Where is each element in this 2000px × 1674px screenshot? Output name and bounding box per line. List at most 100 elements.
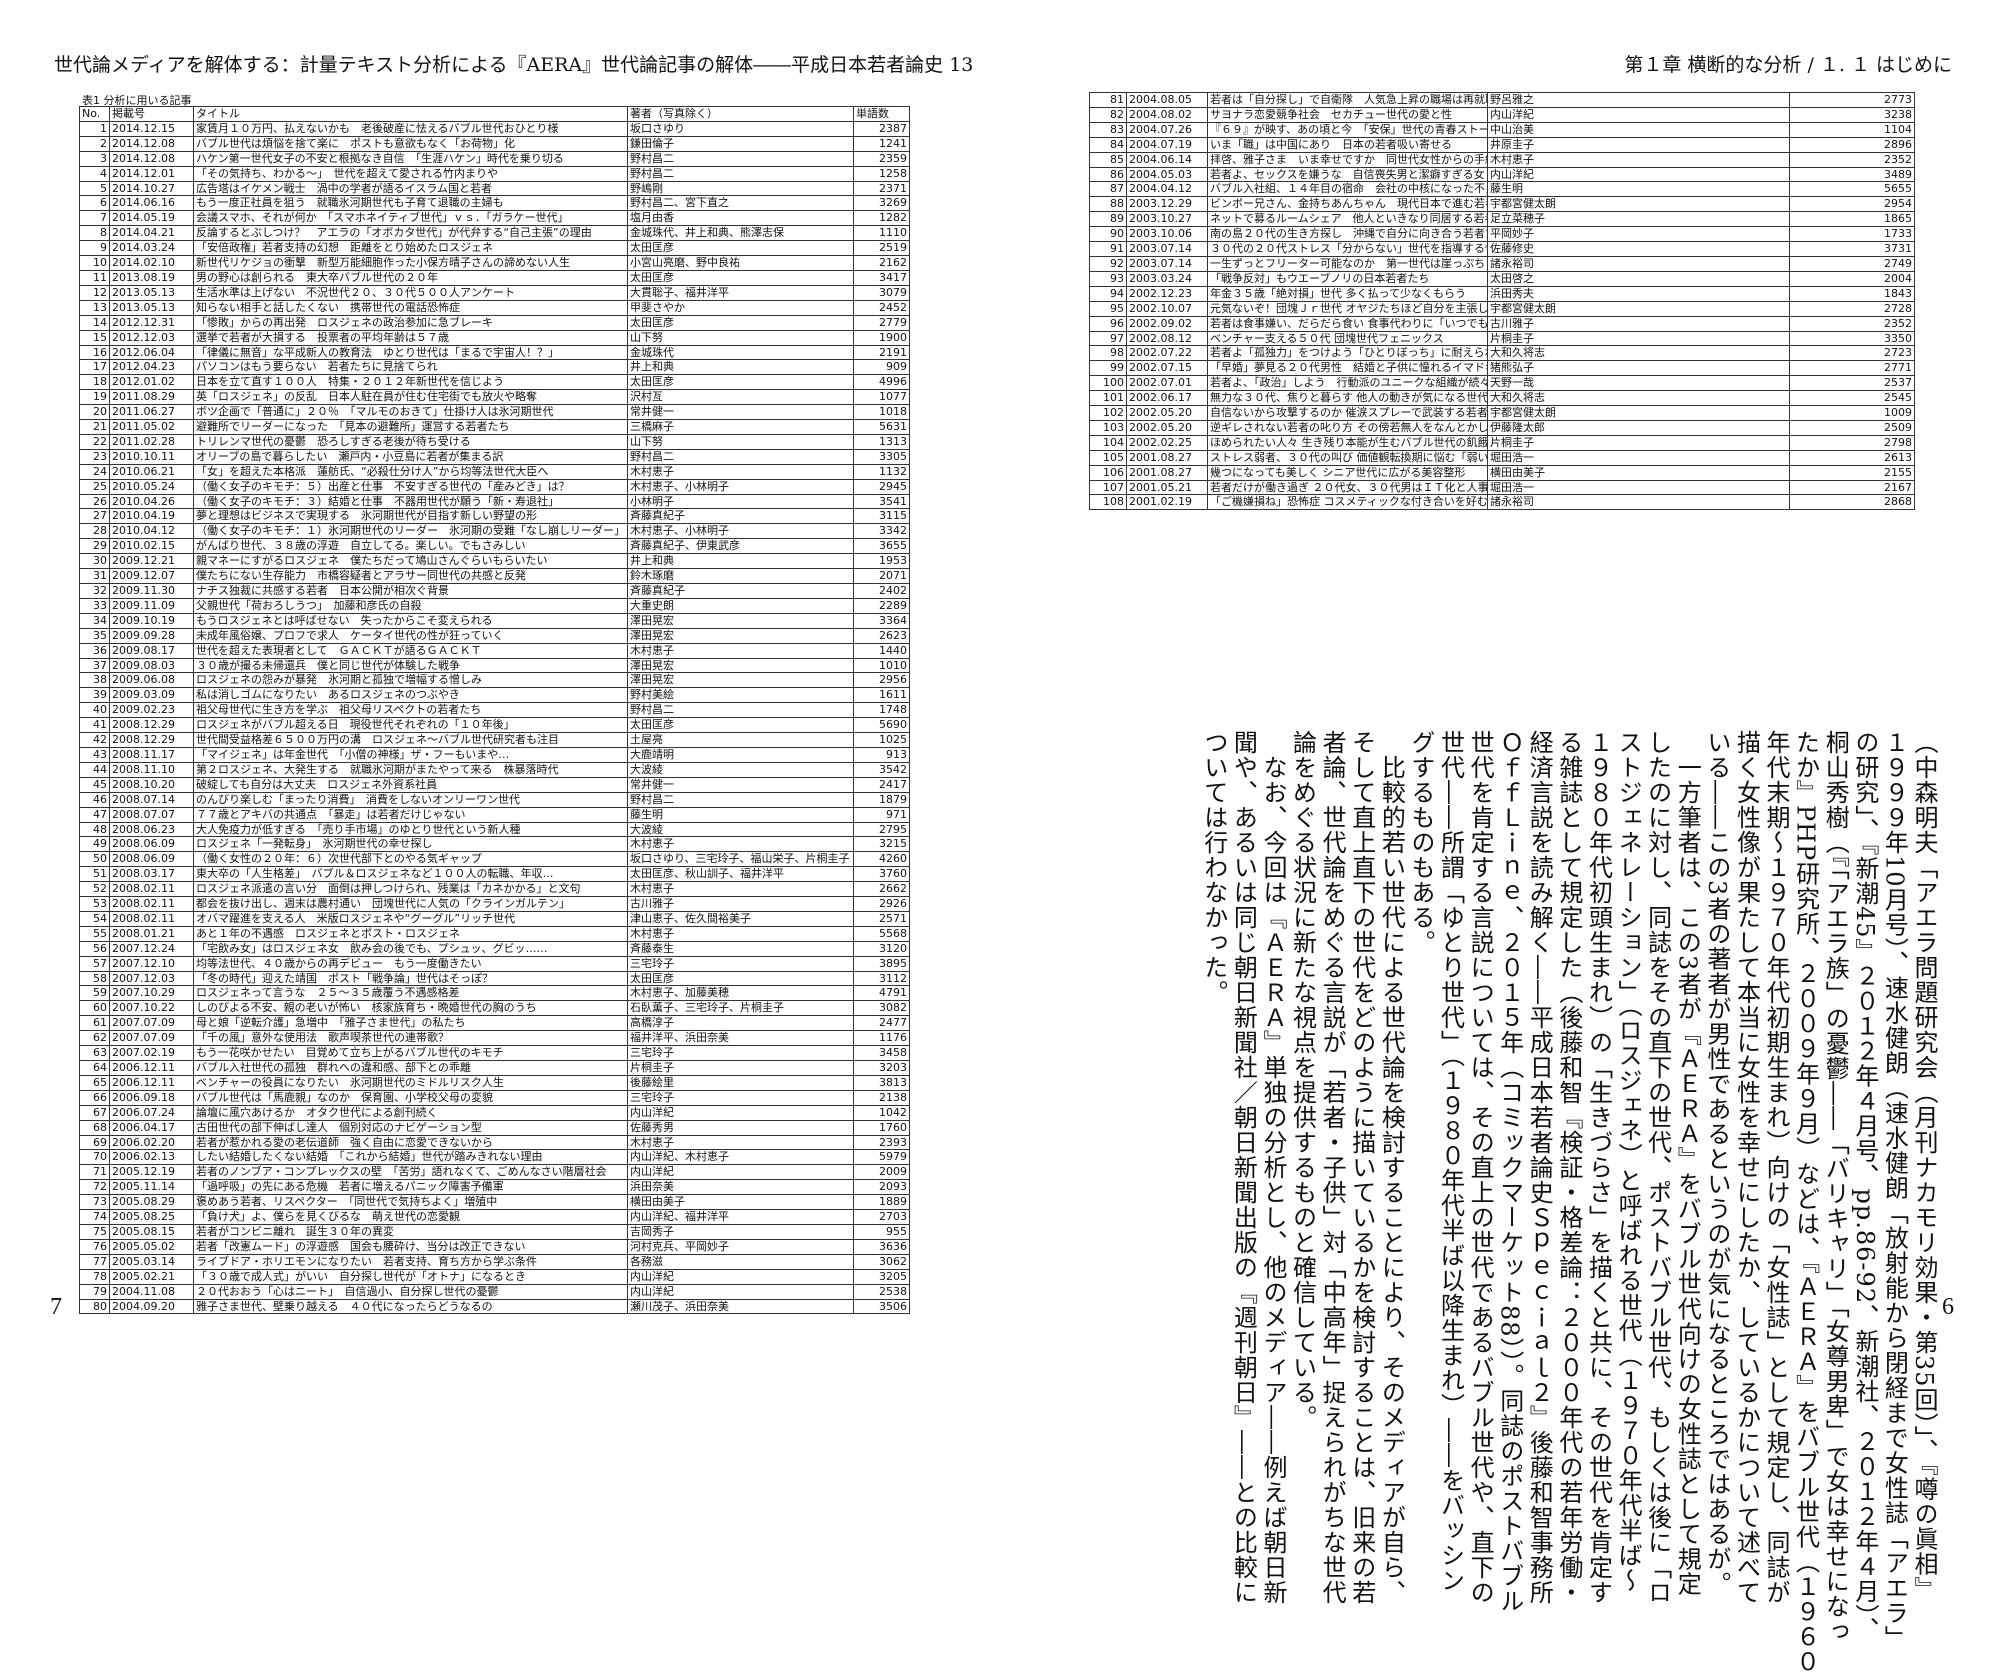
- cell-word-count: 2004: [1789, 270, 1915, 287]
- cell-issue-date: 2011.05.02: [109, 419, 194, 435]
- cell-author: 鈴木琢磨: [627, 568, 854, 584]
- cell-issue-date: 2006.09.18: [109, 1089, 194, 1106]
- cell-word-count: 2167: [1789, 479, 1915, 496]
- table-row: 3 2014.12.08 ハケン第一世代女子の不安と根拠なき自信 「生涯ハケン」時代…: [79, 150, 910, 167]
- cell-title: 日本を立て直す１００人 特集・２０１２年新世代を信じよう: [193, 374, 628, 391]
- cell-word-count: 2945: [853, 478, 910, 495]
- cell-word-count: 1025: [853, 732, 910, 748]
- cell-title: 会議スマホ、それが何か 「スマホネイティブ世代」ｖｓ．「ガラケー世代」: [193, 210, 628, 227]
- cell-word-count: 3417: [853, 269, 910, 286]
- table-row: 44 2008.11.10 第２ロスジェネ、大発生する 就職氷河期がまたやって来る …: [79, 761, 910, 778]
- cell-no: 21: [79, 419, 110, 435]
- cell-author: 木村恵子、小林明子: [627, 523, 854, 540]
- cell-issue-date: 2001.05.21: [1126, 479, 1208, 496]
- table-row: 79 2004.11.08 ２０代おおう「心はニート」 自信過小、自分探し世代の憂鬱…: [79, 1283, 910, 1300]
- cell-no: 61: [79, 1015, 110, 1032]
- cell-title: 「その気持ち、わかる～」 世代を超えて愛される竹内まりや: [193, 165, 628, 182]
- text-line: 一方筆者は、この3者が『ＡＥＲＡ』をバブル世代向けの女性誌として規定: [1673, 730, 1702, 1597]
- cell-no: 6: [79, 195, 110, 212]
- table-row: 50 2008.06.09 （働く女性の２０年：６）次世代部下とのやる気ギャップ 坂口…: [79, 851, 910, 868]
- text-line: 桐山秀樹（『「アエラ族」の憂鬱――「バリキャリ」「女尊男卑」で女は幸せになっ: [1821, 730, 1850, 1644]
- cell-issue-date: 2001.08.27: [1126, 449, 1208, 466]
- table-row: 6 2014.06.16 もう一度正社員を狙う 就職氷河期世代も子育て退職の主婦も野…: [79, 195, 910, 212]
- cell-author: 井上和典: [627, 553, 854, 570]
- table-row: 4 2014.12.01 「その気持ち、わかる～」 世代を超えて愛される竹内まりや野…: [79, 165, 910, 182]
- cell-issue-date: 2011.08.29: [109, 389, 194, 406]
- cell-no: 63: [79, 1045, 110, 1061]
- cell-issue-date: 2008.12.29: [109, 717, 194, 734]
- cell-word-count: 1176: [853, 1030, 910, 1047]
- cell-word-count: 1042: [853, 1104, 910, 1121]
- table-row: 82 2004.08.02 サヨナラ恋愛競争社会 セカチュー世代の愛と性 内山洋紀 32…: [1089, 106, 1915, 123]
- table-row: 58 2007.12.03 「冬の時代」迎えた靖国 ポスト「戦争論」世代はそっぽ？太…: [79, 970, 910, 987]
- cell-no: 39: [79, 687, 110, 704]
- cell-no: 27: [79, 508, 110, 525]
- cell-no: 88: [1089, 196, 1127, 213]
- table-row: 104 2002.02.25 ほめられたい人々 生き残り本能が生むバブル世代の飢餓感…: [1089, 434, 1915, 451]
- cell-word-count: 3062: [853, 1253, 910, 1270]
- cell-issue-date: 2003.10.27: [1126, 211, 1208, 228]
- cell-word-count: 3542: [853, 761, 910, 778]
- cell-no: 26: [79, 493, 110, 510]
- cell-no: 79: [79, 1283, 110, 1300]
- cell-author: 三橋麻子: [627, 419, 854, 435]
- table-row: 76 2005.05.02 若者「改憲ムード」の浮遊感 国会も腰砕け、当分は改正でき…: [79, 1238, 910, 1255]
- cell-title: 『６９』が映す、あの頃と今 「安保」世代の青春ストーリー: [1207, 121, 1488, 138]
- table-row: 78 2005.02.21 「３０歳で成人式」がいい 自分探し世代が「オトナ」になる…: [79, 1268, 910, 1285]
- cell-author: 斉藤真紀子、伊東武彦: [627, 538, 854, 555]
- cell-issue-date: 2006.07.24: [109, 1104, 194, 1121]
- table-row: 54 2008.02.11 オバマ躍進を支える人 米版ロスジェネや“グーグル”リッチ…: [79, 910, 910, 927]
- cell-title: オリーブの島で暮らしたい 瀬戸内・小豆島に若者が集まる訳: [193, 448, 628, 465]
- cell-title: （働く女子のキモチ：１）氷河期世代のリーダー 氷河期の受難「なし崩しリーダー」: [193, 523, 628, 540]
- table-row: 46 2008.07.14 のんびり楽しむ「まったり消費」 消費をしないオンリーワン…: [79, 791, 910, 808]
- cell-no: 56: [79, 940, 110, 957]
- cell-issue-date: 2005.03.14: [109, 1253, 194, 1270]
- table-row: 63 2007.02.19 もう一花咲かせたい 目覚めて立ち上がるバブル世代のキモチ…: [79, 1045, 910, 1061]
- cell-author: 内山洋紀: [627, 1268, 854, 1285]
- cell-no: 58: [79, 970, 110, 987]
- cell-word-count: 2623: [853, 627, 910, 644]
- cell-title: バブル世代は煩悩を捨て楽に ポストも意欲もなく「お荷物」化: [193, 135, 628, 152]
- cell-no: 31: [79, 568, 110, 584]
- cell-issue-date: 2012.12.31: [109, 314, 194, 331]
- text-line: 世代を肯定する言説については、その直上の世代であるバブル世代や、直下の: [1466, 730, 1495, 1605]
- cell-no: 95: [1089, 300, 1127, 317]
- cell-no: 25: [79, 478, 110, 495]
- cell-author: 浜田奈美: [627, 1179, 854, 1196]
- table-row: 61 2007.07.09 母と娘「逆転介護」急増中 「雅子さま世代」の私たち 高橋淳…: [79, 1015, 910, 1032]
- table-row: 51 2008.03.17 東大卒の「人生格差」 バブル＆ロスジェネなど１００人の転…: [79, 866, 910, 883]
- cell-word-count: 1900: [853, 329, 910, 346]
- cell-no: 33: [79, 597, 110, 614]
- cell-title: 夢と理想はビジネスで実現する 氷河期世代が目指す新しい野望の形: [193, 508, 628, 525]
- cell-issue-date: 2012.01.02: [109, 374, 194, 391]
- cell-issue-date: 2002.09.02: [1126, 315, 1208, 332]
- cell-title: 若者は食事嫌い、だらだら食い 食事代わりに「いつでもお菓子」: [1207, 315, 1488, 332]
- cell-title: 幾つになっても美しく シニア世代に広がる美容整形: [1207, 464, 1488, 481]
- table-row: 22 2011.02.28 トリレンマ世代の憂鬱 恐ろしすぎる老後が待ち受ける 山下努…: [79, 433, 910, 450]
- cell-word-count: 3269: [853, 195, 910, 212]
- cell-no: 13: [79, 299, 110, 316]
- table-row: 68 2006.04.17 古田世代の部下伸ばし達人 個別対応のナビゲーション型 佐藤…: [79, 1119, 910, 1136]
- cell-title: サヨナラ恋愛競争社会 セカチュー世代の愛と性: [1207, 106, 1488, 123]
- cell-author: 古川雅子: [627, 896, 854, 912]
- cell-title: ビンボー兄さん、金持ちあんちゃん 現代日本で進む若者の階層分化: [1207, 196, 1488, 213]
- table-row: 55 2008.01.21 あと１年の不遇感 ロスジェネとポスト・ロスジェネ 木村恵子…: [79, 925, 910, 942]
- cell-author: 平岡妙子: [1487, 226, 1790, 243]
- cell-issue-date: 2011.06.27: [109, 404, 194, 421]
- cell-word-count: 2662: [853, 881, 910, 898]
- cell-author: 内山洋紀、福井洋平: [627, 1209, 854, 1225]
- cell-title: 「過呼吸」の先にある危機 若者に増えるパニック障害予備軍: [193, 1179, 628, 1196]
- table-row: 9 2014.03.24 「安倍政権」若者支持の幻想 距離をとり始めたロスジェネ 太田…: [79, 240, 910, 257]
- cell-word-count: 2537: [1789, 375, 1915, 392]
- cell-author: 諸永裕司: [1487, 255, 1790, 272]
- cell-issue-date: 2009.08.17: [109, 642, 194, 659]
- cell-no: 78: [79, 1268, 110, 1285]
- cell-word-count: 2571: [853, 910, 910, 927]
- cell-word-count: 1241: [853, 135, 910, 152]
- cell-issue-date: 2004.08.02: [1126, 106, 1208, 123]
- table-row: 40 2009.02.23 祖父母世代に生き方を学ぶ 祖父母リスペクトの若者たち 野村…: [79, 702, 910, 719]
- cell-no: 23: [79, 448, 110, 465]
- cell-issue-date: 2009.10.19: [109, 612, 194, 629]
- cell-word-count: 2773: [1789, 92, 1915, 108]
